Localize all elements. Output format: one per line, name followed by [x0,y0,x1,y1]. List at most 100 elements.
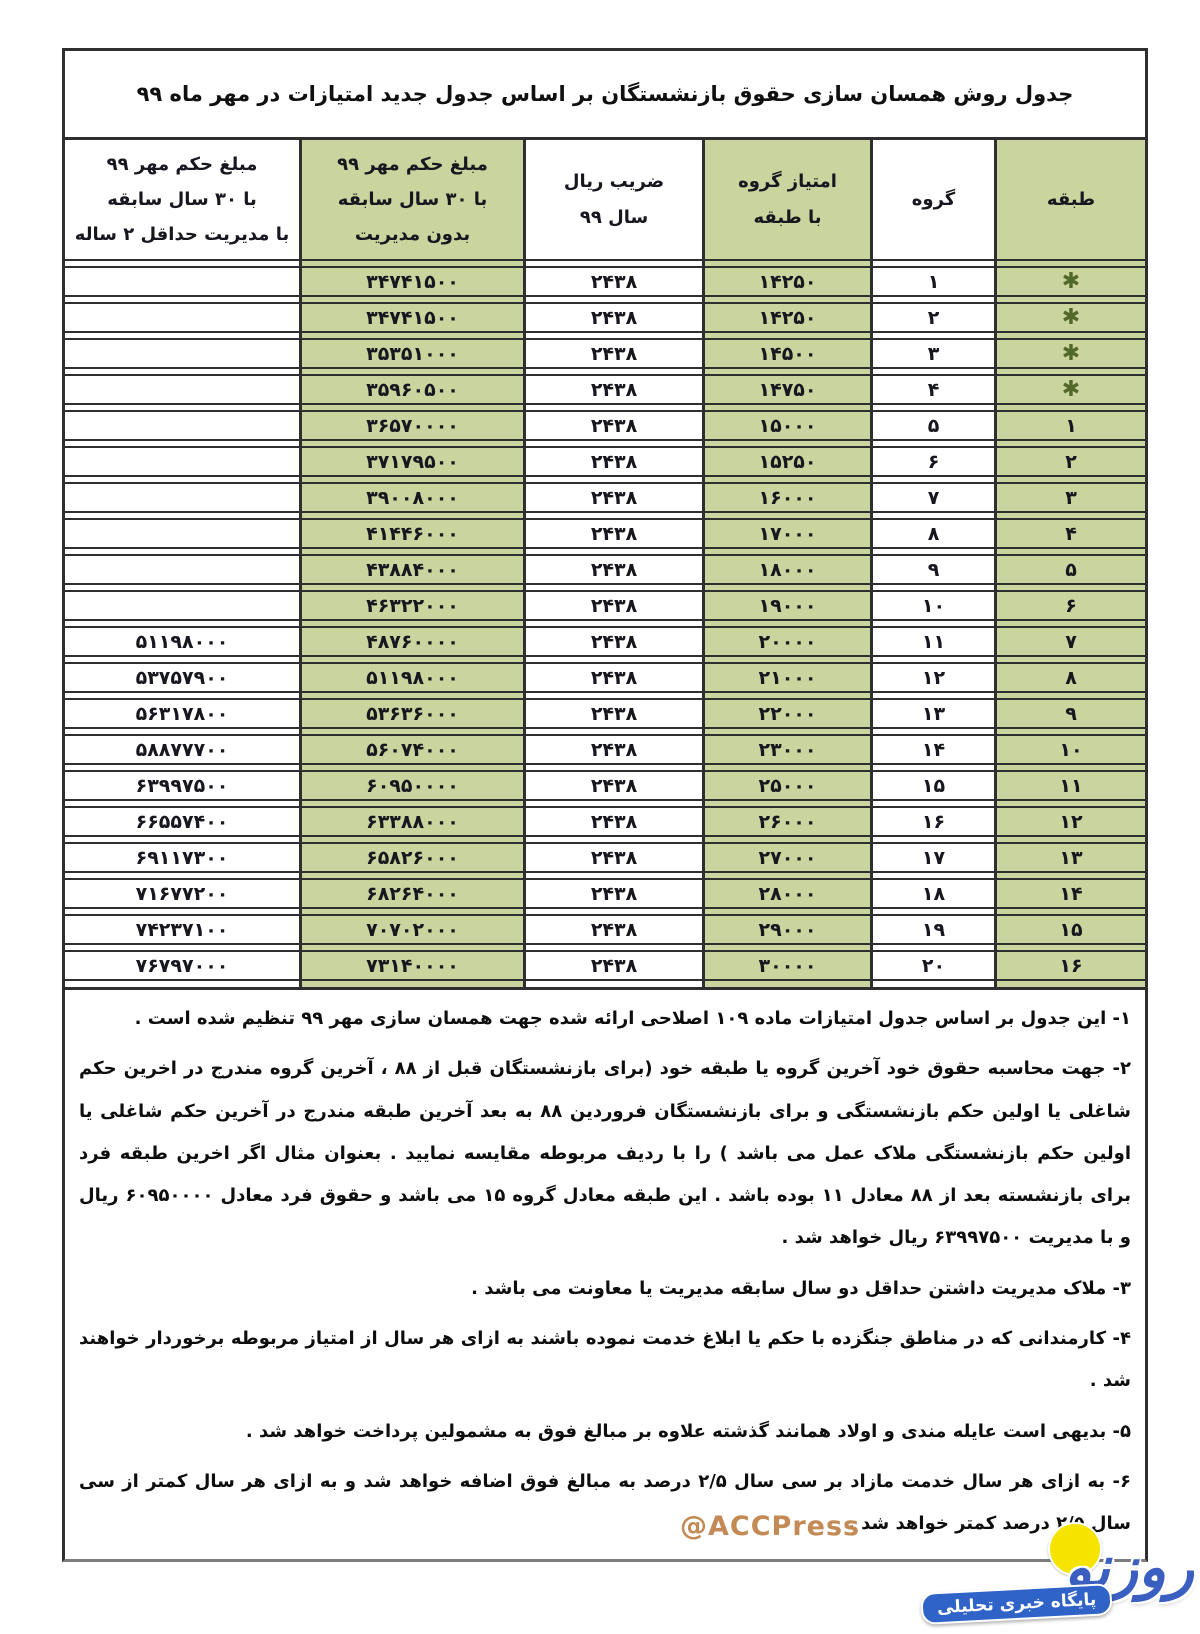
table-cell-r20-zarib-rial-sal-99: ۲۴۳۸ [526,950,702,981]
table-cell-r13-mablagh-hokm-mehr-99-bedune-modiriat: ۵۳۶۳۶۰۰۰ [302,698,523,729]
table-cell-r10-zarib-rial-sal-99: ۲۴۳۸ [526,590,702,621]
table-cell-r3-gorooh: ۳ [873,338,994,369]
table-cell-r11-gorooh: ۱۱ [873,626,994,657]
footnote-4: ۴- کارمندانی که در مناطق جنگزده با حکم ی… [79,1328,1131,1392]
table-cell-r7-gorooh: ۷ [873,482,994,513]
table-cell-r15-tabagheh: ۱۱ [997,770,1145,801]
document-sheet: جدول روش همسان سازی حقوق بازنشستگان بر ا… [62,48,1148,1562]
table-cell-r15-mablagh-hokm-mehr-99-ba-modiriat: ۶۳۹۹۷۵۰۰ [65,770,299,801]
table-cell-r20-emtiaz-gorooh-ba-tabagheh: ۳۰۰۰۰ [705,950,870,981]
table-cell-r12-emtiaz-gorooh-ba-tabagheh: ۲۱۰۰۰ [705,662,870,693]
table-cell-r17-emtiaz-gorooh-ba-tabagheh: ۲۷۰۰۰ [705,842,870,873]
table-cell-r4-zarib-rial-sal-99: ۲۴۳۸ [526,374,702,405]
table-cell-r5-zarib-rial-sal-99: ۲۴۳۸ [526,410,702,441]
table-cell-r9-emtiaz-gorooh-ba-tabagheh: ۱۸۰۰۰ [705,554,870,585]
column-header-gorooh: گروه [873,140,994,261]
table-cell-r5-gorooh: ۵ [873,410,994,441]
table-cell-r3-mablagh-hokm-mehr-99-ba-modiriat [65,338,299,369]
table-cell-r13-emtiaz-gorooh-ba-tabagheh: ۲۲۰۰۰ [705,698,870,729]
watermark-handle: @ACCPress [680,1511,861,1542]
table-cell-r1-tabagheh: ✱ [997,266,1145,297]
table-cell-r17-mablagh-hokm-mehr-99-ba-modiriat: ۶۹۱۱۷۳۰۰ [65,842,299,873]
table-cell-r20-tabagheh: ۱۶ [997,950,1145,981]
table-cell-r6-emtiaz-gorooh-ba-tabagheh: ۱۵۲۵۰ [705,446,870,477]
table-cell-r18-emtiaz-gorooh-ba-tabagheh: ۲۸۰۰۰ [705,878,870,909]
table-cell-r17-mablagh-hokm-mehr-99-bedune-modiriat: ۶۵۸۲۶۰۰۰ [302,842,523,873]
table-cell-r4-mablagh-hokm-mehr-99-ba-modiriat [65,374,299,405]
table-cell-r8-zarib-rial-sal-99: ۲۴۳۸ [526,518,702,549]
table-cell-r14-tabagheh: ۱۰ [997,734,1145,765]
footnote-2: ۲- جهت محاسبه حقوق خود آخرین گروه یا طبق… [79,1058,1132,1249]
table-cell-r15-emtiaz-gorooh-ba-tabagheh: ۲۵۰۰۰ [705,770,870,801]
column-header-zarib-rial-sal-99: ضریب ریال سال ۹۹ [526,140,702,261]
table-cell-r6-mablagh-hokm-mehr-99-bedune-modiriat: ۳۷۱۷۹۵۰۰ [302,446,523,477]
table-cell-r13-tabagheh: ۹ [997,698,1145,729]
footnote-3: ۳- ملاک مدیریت داشتن حداقل دو سال سابقه … [471,1277,1131,1299]
table-cell-r2-emtiaz-gorooh-ba-tabagheh: ۱۴۲۵۰ [705,302,870,333]
table-cell-r12-mablagh-hokm-mehr-99-ba-modiriat: ۵۳۷۵۷۹۰۰ [65,662,299,693]
table-cell-r9-tabagheh: ۵ [997,554,1145,585]
table-cell-r7-mablagh-hokm-mehr-99-bedune-modiriat: ۳۹۰۰۸۰۰۰ [302,482,523,513]
table-cell-r2-zarib-rial-sal-99: ۲۴۳۸ [526,302,702,333]
table-cell-r16-zarib-rial-sal-99: ۲۴۳۸ [526,806,702,837]
table-cell-r2-mablagh-hokm-mehr-99-ba-modiriat [65,302,299,333]
table-cell-r18-tabagheh: ۱۴ [997,878,1145,909]
table-cell-r6-zarib-rial-sal-99: ۲۴۳۸ [526,446,702,477]
roozno-logo: روزنو پایگاه خبری تحلیلی [919,1522,1198,1634]
table-column-emtiaz-gorooh-ba-tabagheh: امتیاز گروه با طبقه ۱۴۲۵۰ ۱۴۲۵۰ ۱۴۵۰۰ ۱۴۷۵۰ ۱… [705,140,873,987]
table-cell-r4-gorooh: ۴ [873,374,994,405]
table-cell-r9-gorooh: ۹ [873,554,994,585]
table-cell-r2-gorooh: ۲ [873,302,994,333]
table-cell-r14-gorooh: ۱۴ [873,734,994,765]
table-cell-r4-tabagheh: ✱ [997,374,1145,405]
column-header-mablagh-hokm-mehr-99-ba-modiriat: مبلغ حکم مهر ۹۹ با ۳۰ سال سابقه با مدیری… [65,140,299,261]
table-cell-r3-mablagh-hokm-mehr-99-bedune-modiriat: ۳۵۳۵۱۰۰۰ [302,338,523,369]
table-cell-r8-emtiaz-gorooh-ba-tabagheh: ۱۷۰۰۰ [705,518,870,549]
table-cell-r13-zarib-rial-sal-99: ۲۴۳۸ [526,698,702,729]
table-cell-r15-gorooh: ۱۵ [873,770,994,801]
table-cell-r19-zarib-rial-sal-99: ۲۴۳۸ [526,914,702,945]
table-cell-r15-mablagh-hokm-mehr-99-bedune-modiriat: ۶۰۹۵۰۰۰۰ [302,770,523,801]
table-cell-r16-gorooh: ۱۶ [873,806,994,837]
table-cell-r14-emtiaz-gorooh-ba-tabagheh: ۲۳۰۰۰ [705,734,870,765]
table-cell-r6-mablagh-hokm-mehr-99-ba-modiriat [65,446,299,477]
table-cell-r19-gorooh: ۱۹ [873,914,994,945]
table-cell-r14-mablagh-hokm-mehr-99-ba-modiriat: ۵۸۸۷۷۷۰۰ [65,734,299,765]
table-cell-r10-mablagh-hokm-mehr-99-ba-modiriat [65,590,299,621]
table-cell-r19-emtiaz-gorooh-ba-tabagheh: ۲۹۰۰۰ [705,914,870,945]
table-cell-r10-gorooh: ۱۰ [873,590,994,621]
table-cell-r10-tabagheh: ۶ [997,590,1145,621]
table-column-tabagheh: طبقه ✱ ✱ ✱ ✱ ۱ ۲ ۳ ۴ ۵ ۶ ۷ ۸ ۹ ۱۰ ۱۱ ۱۲ ۱۳ ۱۴ ۱۵ ۱۶ [997,140,1145,987]
table-cell-r17-gorooh: ۱۷ [873,842,994,873]
table-cell-r1-mablagh-hokm-mehr-99-ba-modiriat [65,266,299,297]
footnote-5: ۵- بدیهی است عایله مندی و اولاد همانند گ… [245,1420,1131,1442]
table-column-gorooh: گروه ۱ ۲ ۳ ۴ ۵ ۶ ۷ ۸ ۹ ۱۰ ۱۱ ۱۲ ۱۳ ۱۴ ۱۵ ۱۶ ۱۷ ۱۸ ۱۹ ۲۰ [873,140,997,987]
table-cell-r7-emtiaz-gorooh-ba-tabagheh: ۱۶۰۰۰ [705,482,870,513]
table-cell-r10-mablagh-hokm-mehr-99-bedune-modiriat: ۴۶۳۲۲۰۰۰ [302,590,523,621]
table-cell-r12-gorooh: ۱۲ [873,662,994,693]
pension-table: طبقه ✱ ✱ ✱ ✱ ۱ ۲ ۳ ۴ ۵ ۶ ۷ ۸ ۹ ۱۰ ۱۱ ۱۲ ۱۳ ۱۴ ۱۵ ۱۶ گروه ۱ ۲ ۳ ۴ ۵… [65,137,1145,990]
table-cell-r17-tabagheh: ۱۳ [997,842,1145,873]
table-cell-r8-gorooh: ۸ [873,518,994,549]
table-cell-r13-mablagh-hokm-mehr-99-ba-modiriat: ۵۶۳۱۷۸۰۰ [65,698,299,729]
document-title: جدول روش همسان سازی حقوق بازنشستگان بر ا… [136,82,1074,106]
table-cell-r5-emtiaz-gorooh-ba-tabagheh: ۱۵۰۰۰ [705,410,870,441]
table-cell-r20-gorooh: ۲۰ [873,950,994,981]
table-cell-r10-emtiaz-gorooh-ba-tabagheh: ۱۹۰۰۰ [705,590,870,621]
logo-yellow-dot-icon [1048,1522,1102,1576]
table-cell-r12-mablagh-hokm-mehr-99-bedune-modiriat: ۵۱۱۹۸۰۰۰ [302,662,523,693]
table-cell-r3-zarib-rial-sal-99: ۲۴۳۸ [526,338,702,369]
table-cell-r6-tabagheh: ۲ [997,446,1145,477]
table-column-zarib-rial-sal-99: ضریب ریال سال ۹۹ ۲۴۳۸ ۲۴۳۸ ۲۴۳۸ ۲۴۳۸ ۲۴۳۸ ۲۴۳۸… [526,140,705,987]
footnotes: ۱- این جدول بر اساس جدول امتیازات ماده ۱… [65,990,1145,1546]
table-cell-r4-mablagh-hokm-mehr-99-bedune-modiriat: ۳۵۹۶۰۵۰۰ [302,374,523,405]
table-cell-r3-tabagheh: ✱ [997,338,1145,369]
table-cell-r13-gorooh: ۱۳ [873,698,994,729]
table-cell-r9-zarib-rial-sal-99: ۲۴۳۸ [526,554,702,585]
table-cell-r1-emtiaz-gorooh-ba-tabagheh: ۱۴۲۵۰ [705,266,870,297]
table-cell-r18-zarib-rial-sal-99: ۲۴۳۸ [526,878,702,909]
table-cell-r5-mablagh-hokm-mehr-99-ba-modiriat [65,410,299,441]
table-cell-r2-tabagheh: ✱ [997,302,1145,333]
table-cell-r4-emtiaz-gorooh-ba-tabagheh: ۱۴۷۵۰ [705,374,870,405]
